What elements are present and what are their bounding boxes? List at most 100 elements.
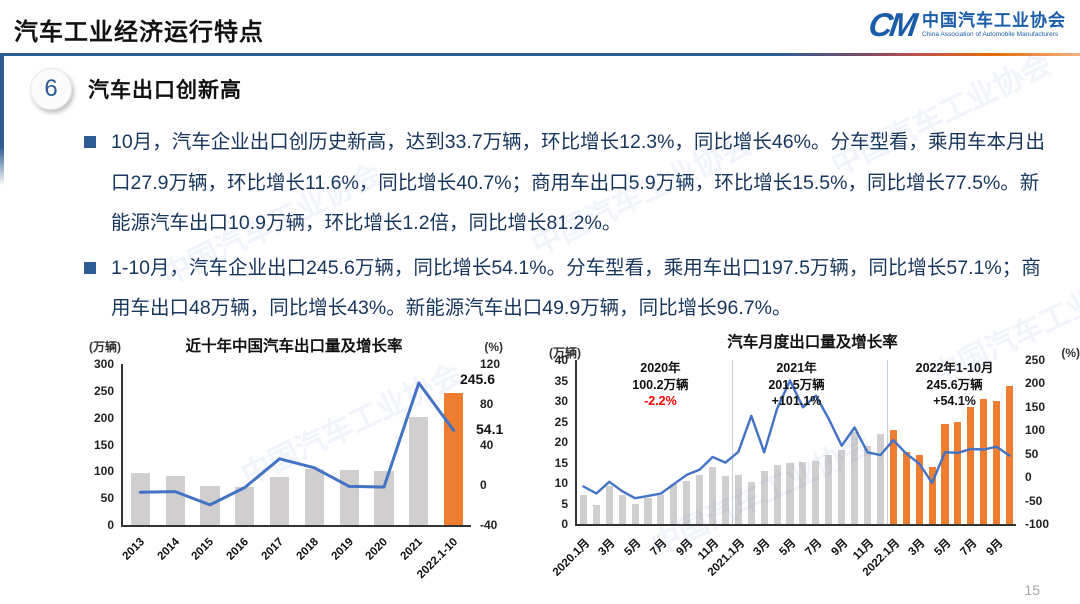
export-volume-bar <box>993 401 1001 524</box>
export-volume-bar <box>657 494 665 524</box>
y-tick-left: 250 <box>93 383 114 398</box>
x-tick-label: 2021 <box>398 536 426 563</box>
export-volume-bar <box>130 472 150 525</box>
export-volume-bar <box>721 475 730 524</box>
export-volume-bar <box>928 466 936 524</box>
plot-area: 245.6 54.1 <box>121 364 503 527</box>
annotation-line: 2022年1-10月 <box>915 361 994 375</box>
export-volume-bar <box>799 462 807 524</box>
annotation-line: 2021年 <box>776 361 817 375</box>
y-tick-right: 0 <box>1025 470 1032 485</box>
export-volume-bar <box>270 477 290 525</box>
export-volume-bar <box>941 424 949 524</box>
y-tick-right: -100 <box>1025 517 1050 531</box>
last-line-value-label: 54.1 <box>476 421 504 438</box>
y-tick-left: 150 <box>93 437 114 452</box>
page-number: 15 <box>1024 582 1040 598</box>
export-volume-bar <box>579 495 587 524</box>
y-tick-left: 50 <box>100 491 114 506</box>
growth-rate-line <box>138 381 456 507</box>
left-axis: 40 35 30 25 20 15 10 5 0 <box>545 353 575 531</box>
x-tick-label: 2017 <box>259 536 287 563</box>
bullet-item-october: 10月，汽车企业出口创历史新高，达到33.7万辆，环比增长12.3%，同比增长4… <box>84 122 1050 244</box>
x-tick-label: 2014 <box>155 536 182 563</box>
x-tick-label: 3月 <box>751 537 773 559</box>
annotation-line: -2.2% <box>644 394 677 408</box>
left-axis-unit: (万辆) <box>89 340 121 354</box>
bullet-list: 10月，汽车企业出口创历史新高，达到33.7万辆，环比增长12.3%，同比增长4… <box>84 122 1050 333</box>
export-volume-bar <box>747 481 755 524</box>
export-volume-bar <box>812 461 820 524</box>
monthly-export-chart: (万辆) 汽车月度出口量及增长率 (%) 40 35 30 25 20 15 10 5 0 20… <box>545 326 1080 584</box>
export-volume-bar <box>889 430 897 524</box>
annual-export-chart: (万辆) 近十年中国汽车出口量及增长率 (%) 300 250 200 150 100 5… <box>85 330 503 585</box>
export-volume-bar <box>851 432 859 524</box>
y-tick-left: 200 <box>93 410 114 425</box>
bullet-item-jan-oct: 1-10月，汽车企业出口245.6万辆，同比增长54.1%。分车型看，乘用车出口… <box>84 248 1050 329</box>
year-divider-line <box>731 360 734 524</box>
export-volume-bar <box>696 475 704 524</box>
y-tick-left: 30 <box>554 394 568 408</box>
export-volume-bar <box>915 455 923 524</box>
section-number-badge: 6 <box>30 68 72 110</box>
x-tick-label: 5月 <box>777 537 799 559</box>
x-tick-label: 7月 <box>958 537 980 559</box>
right-axis: 250 200 150 100 50 0 -50 -100 <box>1016 353 1062 531</box>
y-tick-right: -40 <box>480 518 498 532</box>
annotation-line: 2020年 <box>640 361 681 375</box>
y-tick-right: 200 <box>1025 376 1046 391</box>
export-volume-bar <box>670 484 678 524</box>
y-tick-left: 20 <box>554 435 568 449</box>
y-tick-right: 150 <box>1025 399 1046 414</box>
right-axis-unit: (%) <box>1061 346 1080 360</box>
export-volume-bar <box>954 422 962 524</box>
x-tick-label: 7月 <box>648 537 670 559</box>
export-volume-bar <box>773 465 781 524</box>
x-tick-label: 2020 <box>363 536 391 563</box>
year-divider-line <box>886 360 889 524</box>
y-tick-right: 80 <box>480 397 494 412</box>
export-volume-bar <box>967 406 975 524</box>
y-tick-right: 40 <box>480 437 494 452</box>
right-axis-unit: (%) <box>484 340 503 354</box>
growth-rate-line <box>582 379 1011 500</box>
export-volume-bar <box>760 470 768 524</box>
year-summary-annotation: 2021年 201.5万辆 +101.1% <box>768 360 824 410</box>
export-volume-bar <box>605 485 613 524</box>
export-volume-bar <box>980 398 988 524</box>
export-volume-bar <box>902 451 910 524</box>
y-tick-right: -50 <box>1025 493 1043 508</box>
x-tick-label: 7月 <box>803 537 825 559</box>
annotation-line: 100.2万辆 <box>632 377 689 392</box>
y-tick-right: 250 <box>1025 353 1046 367</box>
caam-logo-monogram-icon: CM <box>866 6 917 43</box>
export-volume-bar <box>618 495 626 524</box>
y-tick-left: 25 <box>554 414 568 429</box>
x-tick-label: 9月 <box>984 537 1006 559</box>
caam-logo-name-en: China Association of Automobile Manufact… <box>922 30 1059 38</box>
export-volume-bar <box>592 504 600 524</box>
y-tick-left: 100 <box>93 464 114 479</box>
x-tick-label: 2015 <box>189 536 217 563</box>
export-volume-bar <box>876 433 884 524</box>
year-summary-annotation: 2020年 100.2万辆 -2.2% <box>632 360 688 410</box>
y-tick-right: 100 <box>1025 423 1046 438</box>
page-title: 汽车工业经济运行特点 <box>14 19 264 46</box>
header-divider <box>0 53 1080 56</box>
x-tick-label: 3月 <box>906 537 928 559</box>
export-volume-bar <box>374 471 394 525</box>
left-axis-unit: (万辆) <box>549 346 581 360</box>
y-tick-right: 0 <box>480 477 487 492</box>
export-volume-bar <box>304 469 324 525</box>
bullet-square-icon <box>84 261 96 274</box>
x-tick-label: 2016 <box>224 536 252 563</box>
export-volume-bar <box>409 416 429 525</box>
x-axis: 2013 2014 2015 2016 2017 2018 2019 2020 2021 2022… <box>120 527 469 585</box>
right-axis: 120 80 40 0 -40 <box>471 357 503 532</box>
export-volume-bar <box>863 445 872 524</box>
export-volume-bar <box>825 454 833 524</box>
export-volume-bar <box>709 466 717 524</box>
x-tick-label: 3月 <box>596 537 618 559</box>
last-bar-value-label: 245.6 <box>459 371 495 388</box>
